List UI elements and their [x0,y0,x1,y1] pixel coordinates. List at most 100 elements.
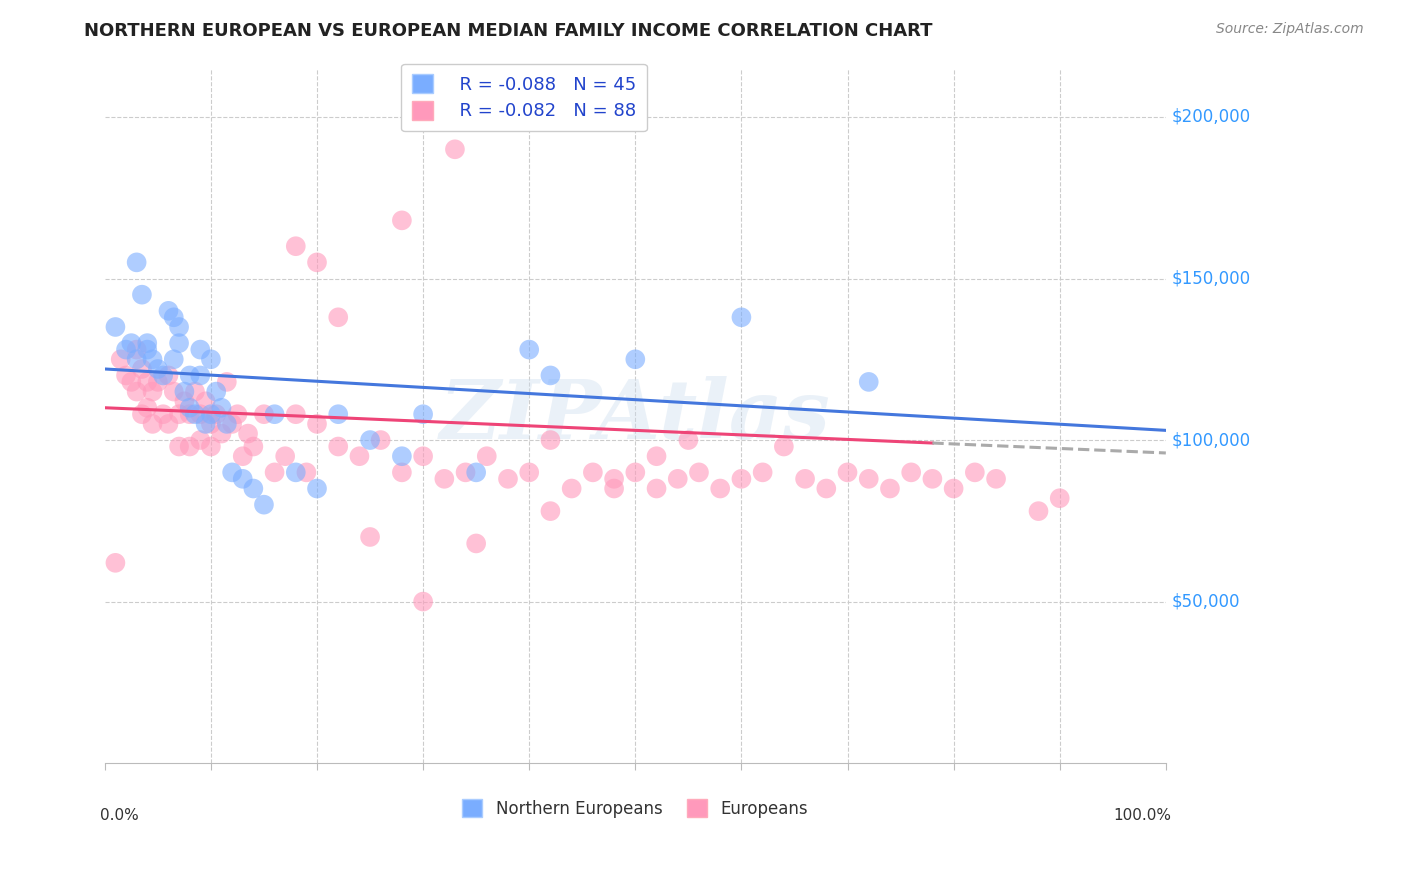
Point [295,466,318,480]
Point [794,472,817,486]
Point [688,466,710,480]
Point [517,343,540,357]
Point [496,472,519,486]
Point [412,594,434,608]
Point [328,440,350,454]
Point [142,352,165,367]
Text: $150,000: $150,000 [1171,269,1250,287]
Point [391,466,413,480]
Point [284,239,307,253]
Text: NORTHERN EUROPEAN VS EUROPEAN MEDIAN FAMILY INCOME CORRELATION CHART: NORTHERN EUROPEAN VS EUROPEAN MEDIAN FAM… [84,22,932,40]
Point [179,440,201,454]
Point [751,466,773,480]
Point [152,407,174,421]
Text: 0.0%: 0.0% [100,808,138,823]
Point [200,440,222,454]
Point [678,433,700,447]
Point [179,401,201,415]
Point [370,433,392,447]
Point [645,449,668,463]
Text: 100.0%: 100.0% [1114,808,1171,823]
Point [305,417,328,431]
Point [146,375,169,389]
Point [184,384,207,399]
Point [517,466,540,480]
Point [858,375,880,389]
Legend: Northern Europeans, Europeans: Northern Europeans, Europeans [456,793,815,824]
Point [200,417,222,431]
Point [125,384,148,399]
Point [263,407,285,421]
Point [205,384,228,399]
Point [433,472,456,486]
Point [211,401,233,415]
Point [211,426,233,441]
Point [582,466,605,480]
Point [454,466,477,480]
Point [125,255,148,269]
Point [305,482,328,496]
Point [104,556,127,570]
Point [730,472,752,486]
Point [120,375,142,389]
Point [200,352,222,367]
Point [603,482,626,496]
Point [328,310,350,325]
Point [188,343,211,357]
Point [1028,504,1050,518]
Point [253,498,276,512]
Point [167,336,190,351]
Point [194,394,217,409]
Point [136,375,159,389]
Point [215,417,238,431]
Point [146,362,169,376]
Point [284,407,307,421]
Point [136,343,159,357]
Point [163,352,186,367]
Point [391,449,413,463]
Point [242,440,264,454]
Text: $50,000: $50,000 [1171,592,1240,611]
Point [236,426,259,441]
Point [188,407,211,421]
Point [104,320,127,334]
Text: ZIPAtlas: ZIPAtlas [440,376,831,456]
Point [773,440,796,454]
Point [921,472,943,486]
Point [730,310,752,325]
Point [359,433,381,447]
Point [624,352,647,367]
Point [110,352,132,367]
Point [274,449,297,463]
Point [184,407,207,421]
Point [125,343,148,357]
Point [984,472,1007,486]
Point [188,433,211,447]
Point [131,287,153,301]
Point [538,433,561,447]
Point [179,407,201,421]
Point [242,482,264,496]
Point [1049,491,1071,506]
Point [412,449,434,463]
Point [131,407,153,421]
Point [136,336,159,351]
Point [205,407,228,421]
Point [349,449,371,463]
Point [167,440,190,454]
Point [412,407,434,421]
Point [173,394,195,409]
Point [645,482,668,496]
Point [253,407,276,421]
Point [221,417,243,431]
Point [152,368,174,383]
Point [163,384,186,399]
Point [815,482,838,496]
Point [305,255,328,269]
Point [538,504,561,518]
Point [157,303,180,318]
Point [221,466,243,480]
Point [142,417,165,431]
Point [709,482,731,496]
Point [942,482,965,496]
